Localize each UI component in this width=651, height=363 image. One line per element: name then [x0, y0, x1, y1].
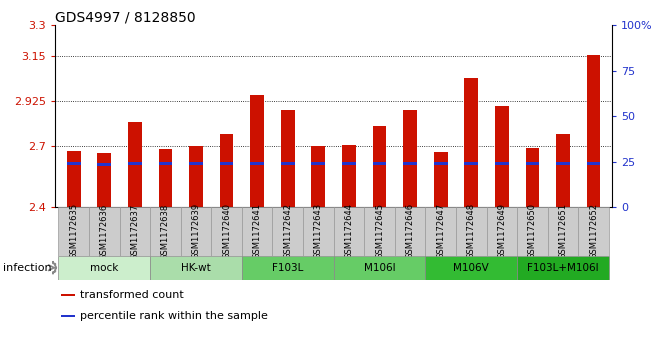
- Bar: [434, 152, 447, 207]
- Bar: [495, 162, 508, 166]
- Bar: [98, 163, 111, 166]
- Text: transformed count: transformed count: [80, 290, 184, 300]
- Text: GSM1172651: GSM1172651: [559, 203, 568, 260]
- Bar: [128, 162, 142, 166]
- Text: GDS4997 / 8128850: GDS4997 / 8128850: [55, 11, 196, 25]
- Text: M106I: M106I: [364, 263, 395, 273]
- Bar: [556, 162, 570, 166]
- Bar: [98, 154, 111, 207]
- Text: GSM1172639: GSM1172639: [191, 203, 201, 260]
- Bar: [120, 207, 150, 256]
- Text: GSM1172638: GSM1172638: [161, 203, 170, 260]
- Bar: [250, 95, 264, 207]
- Bar: [333, 256, 425, 280]
- Bar: [517, 256, 609, 280]
- Text: infection: infection: [3, 263, 52, 273]
- Bar: [311, 162, 326, 166]
- Bar: [495, 106, 508, 207]
- Bar: [403, 110, 417, 207]
- Bar: [425, 207, 456, 256]
- Bar: [59, 256, 150, 280]
- Bar: [150, 207, 181, 256]
- Bar: [159, 162, 173, 166]
- Bar: [372, 162, 387, 166]
- Bar: [89, 207, 120, 256]
- Text: GSM1172641: GSM1172641: [253, 203, 262, 260]
- Bar: [220, 162, 234, 166]
- Text: GSM1172652: GSM1172652: [589, 203, 598, 260]
- Bar: [128, 122, 142, 207]
- Bar: [273, 207, 303, 256]
- Bar: [212, 207, 242, 256]
- Bar: [61, 294, 75, 296]
- Bar: [342, 162, 356, 166]
- FancyArrow shape: [53, 261, 57, 274]
- Text: M106V: M106V: [453, 263, 489, 273]
- Bar: [517, 207, 547, 256]
- Bar: [189, 146, 203, 207]
- Bar: [364, 207, 395, 256]
- Bar: [311, 146, 326, 207]
- Text: GSM1172643: GSM1172643: [314, 203, 323, 260]
- Text: GSM1172648: GSM1172648: [467, 203, 476, 260]
- Bar: [281, 162, 295, 166]
- Bar: [333, 207, 364, 256]
- Text: mock: mock: [90, 263, 118, 273]
- Bar: [372, 126, 387, 207]
- Bar: [303, 207, 333, 256]
- Bar: [281, 110, 295, 207]
- Text: HK-wt: HK-wt: [181, 263, 211, 273]
- Text: GSM1172646: GSM1172646: [406, 203, 415, 260]
- Bar: [150, 256, 242, 280]
- Text: GSM1172642: GSM1172642: [283, 203, 292, 260]
- Bar: [547, 207, 578, 256]
- Bar: [342, 146, 356, 207]
- Text: GSM1172644: GSM1172644: [344, 203, 353, 260]
- Text: GSM1172636: GSM1172636: [100, 203, 109, 260]
- Bar: [67, 151, 81, 207]
- Bar: [181, 207, 212, 256]
- Bar: [67, 162, 81, 166]
- Text: F103L: F103L: [272, 263, 303, 273]
- Bar: [578, 207, 609, 256]
- Bar: [464, 78, 478, 207]
- Text: percentile rank within the sample: percentile rank within the sample: [80, 311, 268, 321]
- Text: GSM1172647: GSM1172647: [436, 203, 445, 260]
- Bar: [587, 55, 600, 207]
- Bar: [250, 162, 264, 166]
- Bar: [242, 256, 333, 280]
- Text: GSM1172635: GSM1172635: [69, 203, 78, 260]
- Text: F103L+M106I: F103L+M106I: [527, 263, 599, 273]
- Text: GSM1172650: GSM1172650: [528, 203, 537, 260]
- Bar: [525, 148, 539, 207]
- Bar: [242, 207, 273, 256]
- Bar: [556, 134, 570, 207]
- Bar: [525, 162, 539, 166]
- Bar: [464, 162, 478, 166]
- Text: GSM1172645: GSM1172645: [375, 203, 384, 260]
- Bar: [395, 207, 425, 256]
- Bar: [486, 207, 517, 256]
- Bar: [425, 256, 517, 280]
- Bar: [220, 134, 234, 207]
- Bar: [61, 315, 75, 317]
- Bar: [189, 162, 203, 166]
- Text: GSM1172637: GSM1172637: [130, 203, 139, 260]
- Bar: [456, 207, 486, 256]
- Text: GSM1172640: GSM1172640: [222, 203, 231, 260]
- Bar: [403, 162, 417, 166]
- Bar: [159, 150, 173, 207]
- Bar: [434, 162, 447, 166]
- Bar: [587, 162, 600, 166]
- Text: GSM1172649: GSM1172649: [497, 203, 506, 260]
- Bar: [59, 207, 89, 256]
